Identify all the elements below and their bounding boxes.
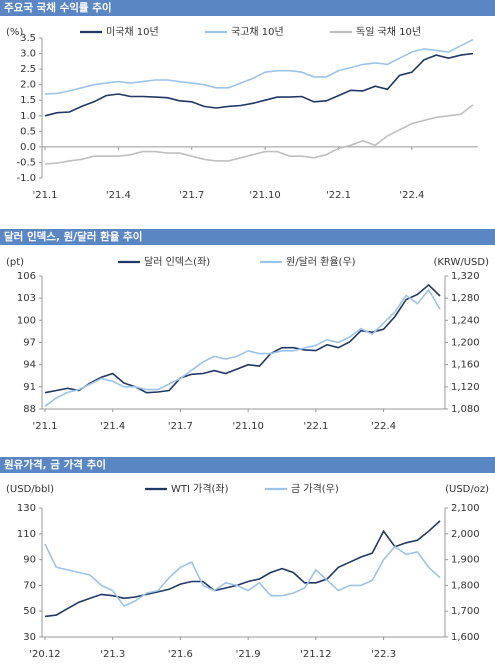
y-tick-label: 97 [23,338,36,349]
x-tick-label: '22.4 [371,421,396,432]
y2-tick-label: 2,100 [451,503,480,514]
section-header [0,457,495,473]
x-tick-label: '21.1 [32,190,57,201]
series-line [44,283,441,394]
y-tick-label: 70 [23,580,36,591]
x-tick-label: '21.12 [300,649,331,660]
y2-tick-label: 1,280 [451,293,480,304]
y-tick-label: 0.0 [20,142,36,153]
y2-tick-label: 1,160 [451,360,480,371]
y-tick-label: 91 [23,382,36,393]
y2-tick-label: 1,600 [451,632,480,643]
section-header [0,0,495,16]
x-tick-label: '21.10 [249,190,280,201]
y-tick-label: -1.0 [16,173,36,184]
y-tick-label: 106 [17,271,36,282]
x-tick-label: '22.4 [399,190,424,201]
series-line [44,288,441,407]
x-tick-label: '21.6 [168,649,193,660]
y-axis-unit: (pt) [6,257,24,268]
y-tick-label: 1.0 [20,111,36,122]
y2-tick-label: 1,900 [451,555,480,566]
y2-tick-label: 1,120 [451,382,480,393]
y-tick-label: 110 [17,529,36,540]
x-tick-label: '21.9 [236,649,261,660]
section-title: 달러 인덱스, 원/달러 환율 추이 [4,230,142,243]
y-tick-label: 50 [23,606,36,617]
y-tick-label: 0.5 [20,126,36,137]
series-line [44,38,474,95]
x-tick-label: '21.4 [106,190,131,201]
legend-label: WTI 가격(좌) [171,482,229,495]
legend-label: 독일 국채 10년 [356,26,421,38]
y-tick-label: 2.5 [20,64,36,75]
x-tick-label: '21.4 [100,421,125,432]
y-tick-label: 30 [23,632,36,643]
section-header [0,229,495,245]
y-axis-unit: (%) [6,27,23,38]
y-tick-label: -0.5 [16,157,36,168]
y-tick-label: 3.5 [20,33,36,44]
y-axis-unit: (USD/bbl) [6,484,54,495]
y2-axis-unit: (KRW/USD) [433,257,489,268]
y2-tick-label: 1,240 [451,315,480,326]
y-tick-label: 90 [23,555,36,566]
x-tick-label: '21.10 [232,421,263,432]
y-tick-label: 88 [23,404,36,415]
x-tick-label: '22.3 [371,649,396,660]
y2-tick-label: 1,800 [451,580,480,591]
y-tick-label: 94 [23,360,36,371]
legend-label: 원/달러 환율(우) [286,256,356,268]
y-tick-label: 3.0 [20,49,36,60]
legend-label: 국고채 10년 [231,26,284,38]
series-line [44,543,441,607]
y2-tick-label: 1,080 [451,404,480,415]
series-line [44,520,441,618]
y2-tick-label: 2,000 [451,529,480,540]
y2-tick-label: 1,700 [451,606,480,617]
y-tick-label: 1.5 [20,95,36,106]
y2-axis-unit: (USD/oz) [445,484,489,495]
legend-label: 미국채 10년 [106,26,159,38]
x-tick-label: '21.7 [168,421,193,432]
legend-label: 금 가격(우) [291,482,339,495]
x-tick-label: '22.1 [326,190,351,201]
x-tick-label: '21.7 [179,190,204,201]
legend-label: 달러 인덱스(좌) [144,256,210,268]
x-tick-label: '22.1 [303,421,328,432]
y2-tick-label: 1,320 [451,271,480,282]
section-title: 주요국 국채 수익률 추이 [4,1,112,14]
series-line [44,104,474,165]
y-tick-label: 103 [17,293,36,304]
series-line [44,52,474,117]
y2-tick-label: 1,200 [451,338,480,349]
y-tick-label: 2.0 [20,80,36,91]
section-title: 원유가격, 금 가격 추이 [4,458,106,471]
x-tick-label: '21.1 [32,421,57,432]
y-tick-label: 100 [17,315,36,326]
x-tick-label: '20.12 [29,649,60,660]
x-tick-label: '21.3 [100,649,125,660]
y-tick-label: 130 [17,503,36,514]
